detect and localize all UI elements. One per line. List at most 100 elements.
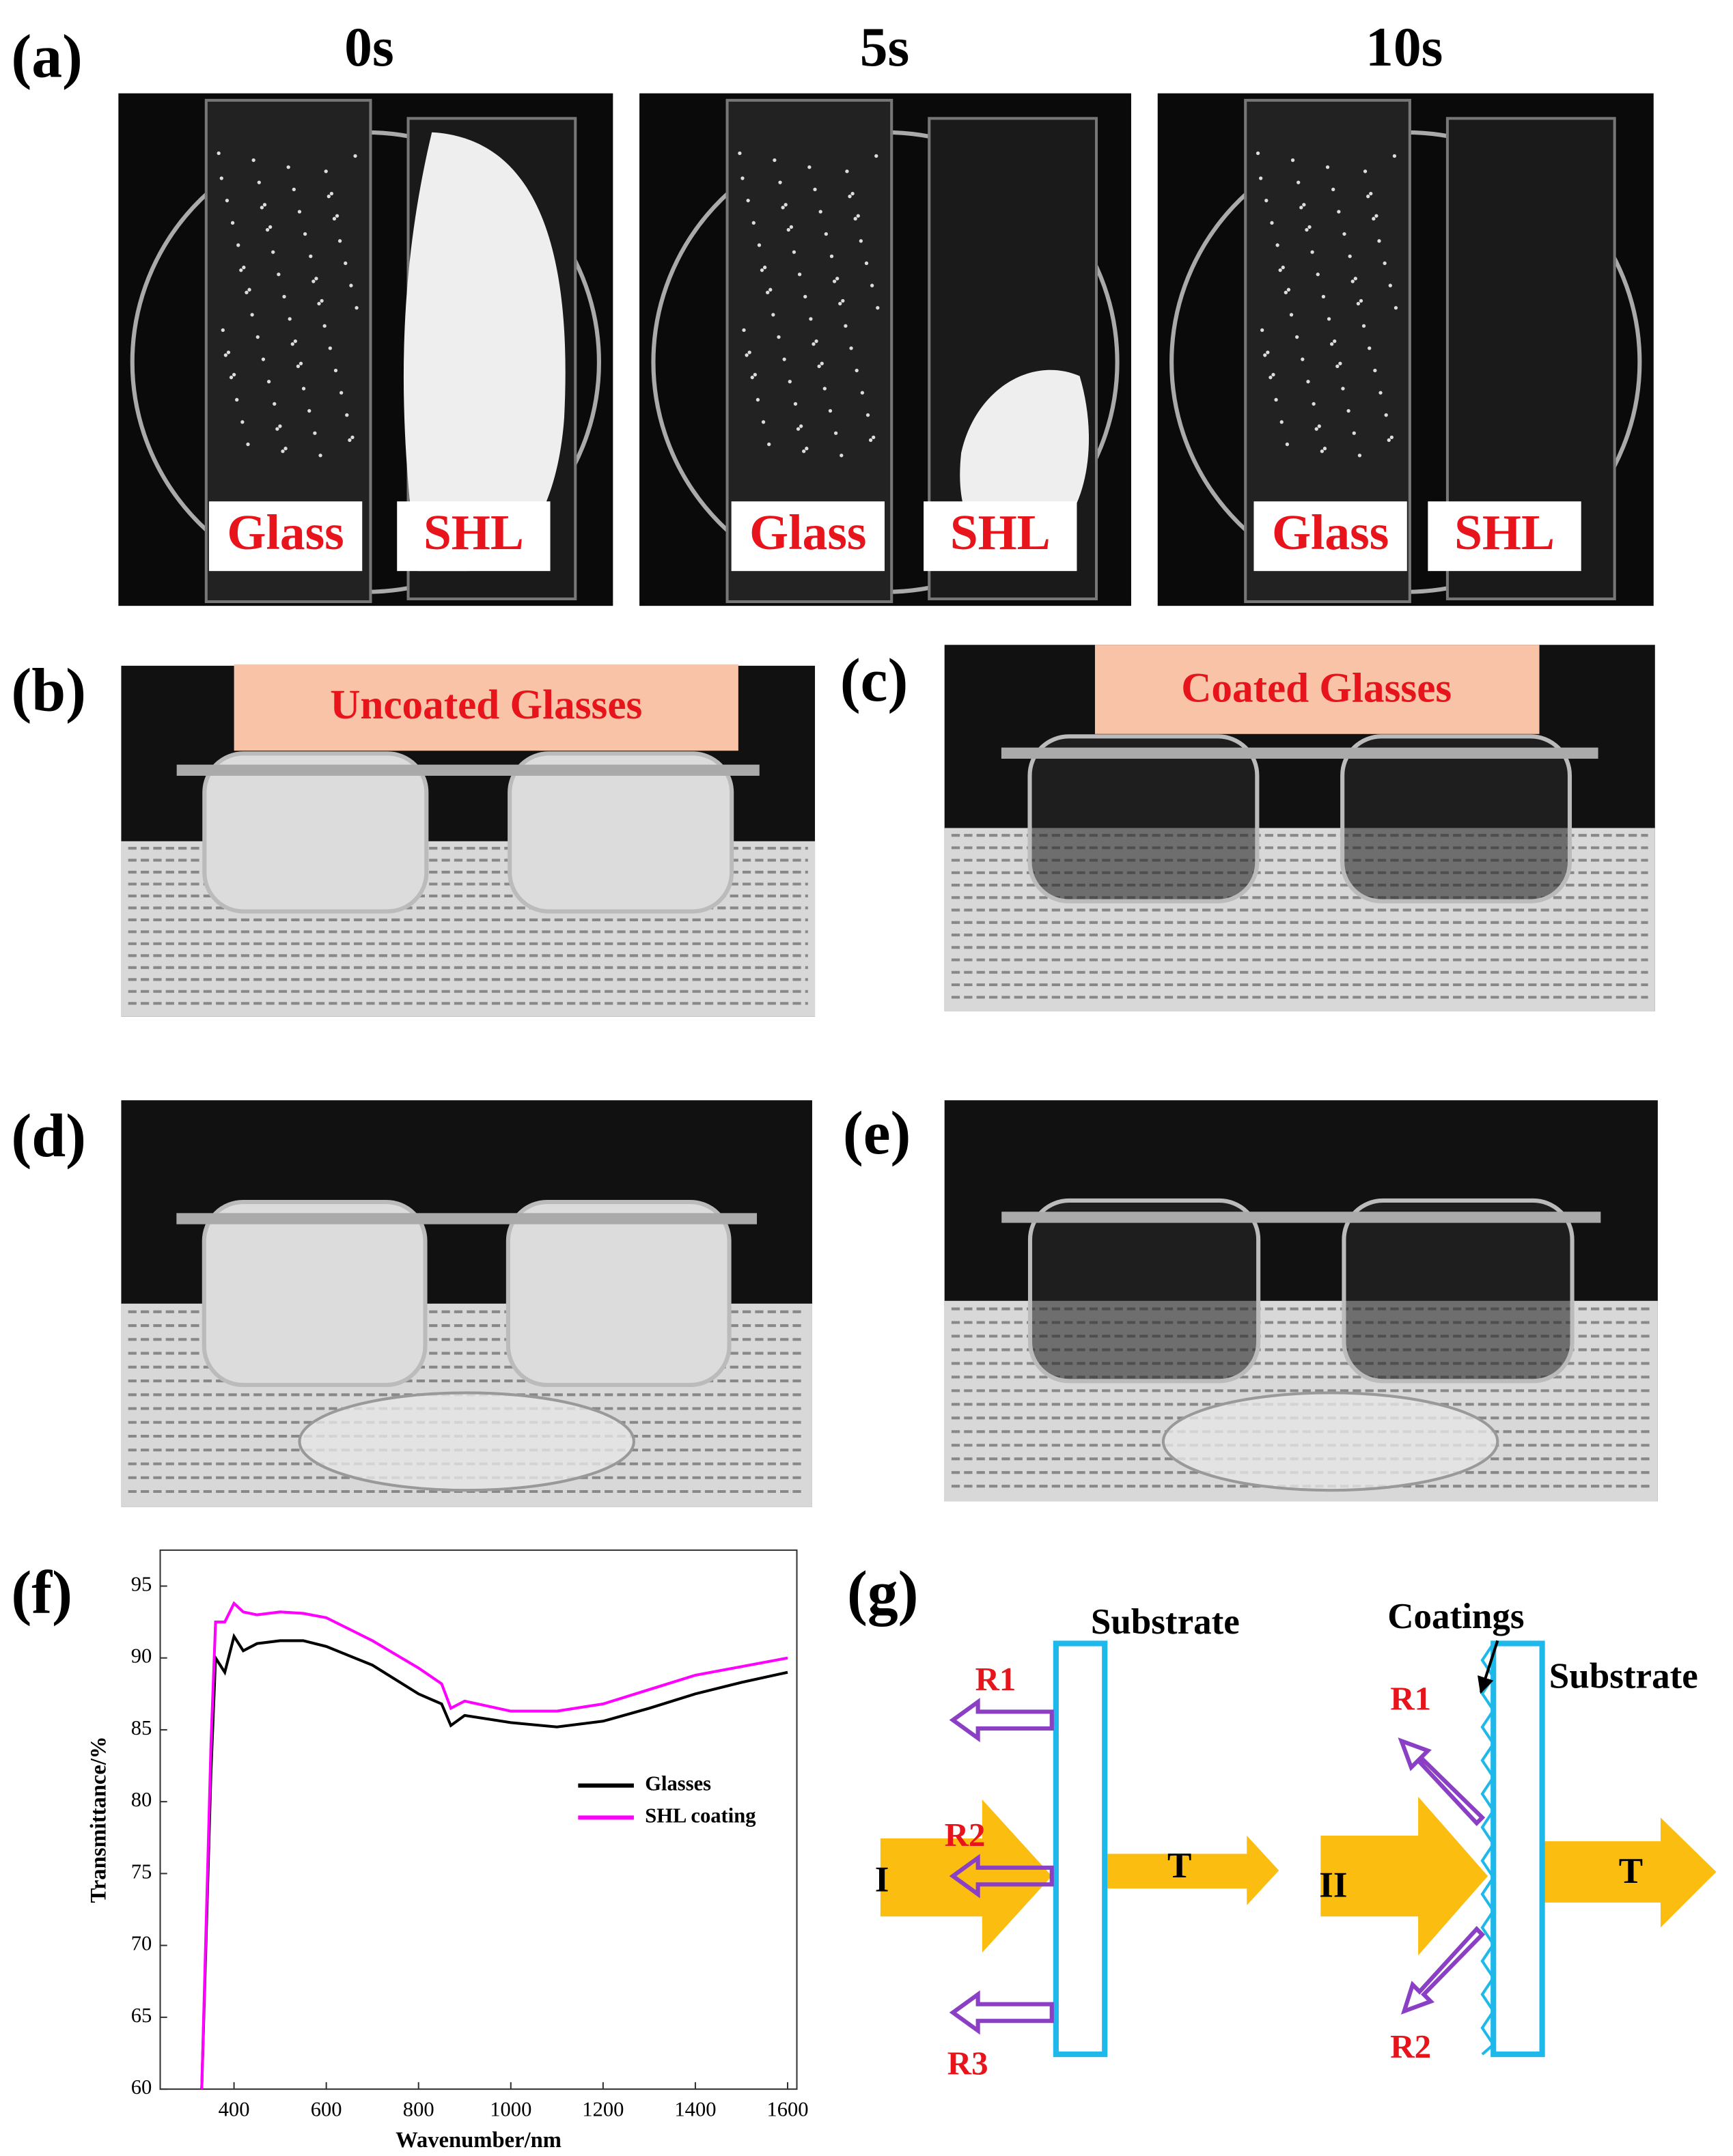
droplet [339,391,344,395]
droplet [844,324,848,328]
lens [202,751,429,914]
droplet [230,221,235,225]
droplet [265,227,270,232]
series-line [200,1633,788,2090]
droplet [1321,294,1326,299]
droplet [333,368,338,373]
y-tick-label: 70 [131,1932,152,1955]
droplet [1373,368,1377,373]
droplet [229,376,234,380]
droplet [757,243,762,247]
pointer [1478,1640,1499,1694]
droplet [1314,427,1318,431]
droplet [822,387,827,391]
droplet [828,408,833,413]
droplet [1317,424,1321,428]
droplet [809,317,813,321]
droplet [1341,387,1345,391]
droplet [1389,435,1394,440]
bridge [1001,747,1598,759]
tag: Glass [227,505,344,560]
droplet [868,438,873,443]
droplet [742,328,746,332]
lens [505,1199,732,1388]
droplet [1289,313,1294,317]
y-tick-label: 90 [131,1644,152,1668]
droplet [773,158,777,163]
caption-box [234,664,738,751]
droplet [1353,277,1357,281]
droplet [849,346,853,350]
droplet [1387,438,1391,443]
droplet [301,387,306,391]
lens [1340,734,1572,904]
droplet [255,335,260,339]
droplet [278,424,282,428]
reflection-arrow [1400,1926,1486,2015]
droplet [829,254,834,258]
panel-label: (d) [11,1102,86,1170]
droplet [802,449,806,453]
droplet [777,335,781,339]
droplet [1335,364,1340,369]
legend-label: Glasses [645,1772,711,1795]
droplet [335,214,339,218]
transmitted-arrow [1107,1835,1279,1905]
droplet [860,391,865,395]
droplet [812,342,816,346]
lens [1342,1198,1575,1384]
droplet [313,431,317,435]
panel-label: (e) [843,1100,911,1167]
x-tick-label: 800 [403,2098,434,2121]
coatings-label: Coatings [1387,1597,1524,1636]
droplet [845,169,849,173]
droplet [807,165,812,169]
droplet [303,232,307,236]
droplet [1372,216,1376,221]
time-label: 10s [1365,16,1443,78]
droplet [328,346,332,350]
incident-label: I [875,1860,889,1899]
substrate-label: Substrate [1091,1602,1240,1642]
droplet [1284,290,1288,294]
droplet [755,397,760,402]
droplet [344,261,348,266]
transmitted-label: T [1167,1846,1191,1886]
plot-area [159,1549,798,2090]
droplet [268,225,273,229]
droplet [1263,353,1267,357]
droplet [784,203,788,207]
droplet [856,214,860,218]
legend-label: SHL coating [645,1804,755,1827]
droplet [1338,361,1342,365]
y-tick-label: 95 [131,1572,152,1595]
x-tick-label: 400 [219,2098,250,2121]
droplet [761,420,766,424]
y-axis-label: Transmittance/% [86,1736,111,1903]
droplet [332,216,337,221]
droplet [1271,372,1275,377]
tag: Glass [749,505,866,560]
droplet [345,413,349,417]
tag-box [1428,501,1581,572]
transmitted-label: T [1619,1851,1643,1891]
panel-label: (g) [847,1559,919,1627]
droplet [766,290,770,294]
droplet [1330,342,1334,346]
droplet [273,402,277,406]
droplet [762,265,767,270]
droplet [297,210,302,214]
droplet [876,306,880,310]
lens [508,751,734,914]
droplet [750,376,754,380]
droplet [818,210,822,214]
tag-box [397,501,551,572]
substrate-label: Substrate [1549,1657,1698,1696]
droplet [824,232,829,236]
droplet [792,250,796,254]
droplet [1342,232,1346,236]
tag-box [731,501,885,572]
tag: SHL [1454,505,1555,560]
droplet [348,438,352,443]
reflection-arrow [1398,1737,1486,1826]
